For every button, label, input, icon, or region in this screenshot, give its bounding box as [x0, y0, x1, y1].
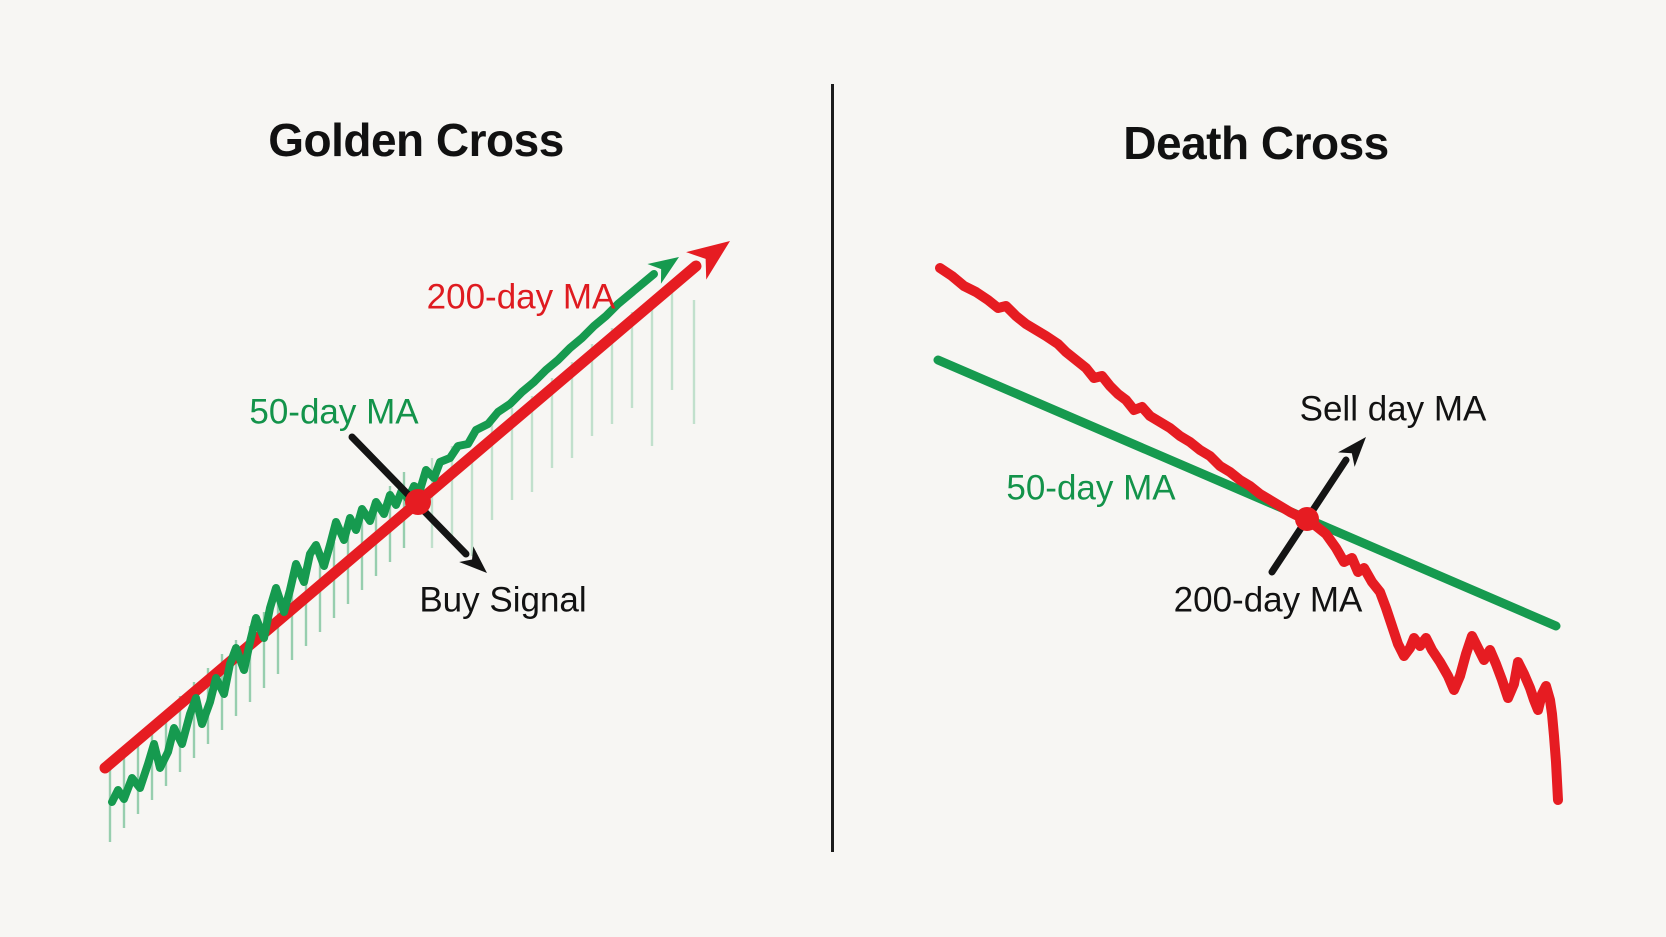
- label-buy-signal: Buy Signal: [419, 580, 587, 620]
- label-200day-ma-right: 200-day MA: [1173, 580, 1363, 620]
- label-200day-ma-left: 200-day MA: [426, 277, 616, 317]
- label-50day-ma-right: 50-day MA: [1006, 468, 1176, 508]
- label-sell-signal: Sell day MA: [1299, 389, 1487, 429]
- golden-cross-title: Golden Cross: [268, 114, 564, 166]
- death-cross-title: Death Cross: [1123, 117, 1389, 169]
- panel-divider: [831, 84, 834, 852]
- label-50day-ma-left: 50-day MA: [249, 392, 419, 432]
